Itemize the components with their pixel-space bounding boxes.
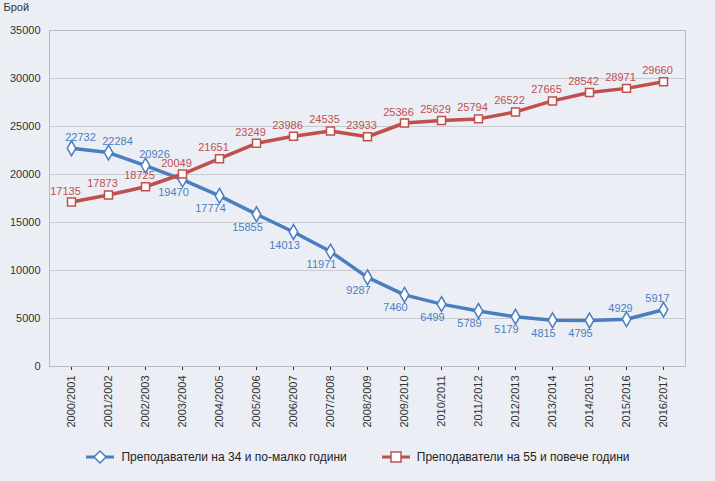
svg-text:15000: 15000 [10,216,41,228]
svg-text:2003/2004: 2003/2004 [176,376,188,428]
svg-text:27665: 27665 [531,83,562,95]
svg-text:0: 0 [34,360,40,372]
svg-text:17135: 17135 [50,185,81,197]
svg-text:23986: 23986 [272,119,303,131]
svg-text:28542: 28542 [568,75,599,87]
svg-text:4815: 4815 [531,327,555,339]
svg-text:11971: 11971 [307,258,337,270]
svg-text:26522: 26522 [494,94,525,106]
svg-text:29660: 29660 [642,64,673,76]
svg-text:5789: 5789 [457,317,481,329]
svg-text:30000: 30000 [10,72,41,84]
svg-text:4929: 4929 [608,302,632,314]
svg-text:2005/2006: 2005/2006 [250,376,262,428]
svg-text:2012/2013: 2012/2013 [509,376,521,428]
html-text:Преподаватели на 34 и по-малко: Преподаватели на 34 и по-малко години [121,450,347,464]
html-text:Преподаватели на 55 и повече г: Преподаватели на 55 и повече години [416,450,630,464]
svg-text:2010/2011: 2010/2011 [435,376,447,427]
svg-text:20926: 20926 [139,148,170,161]
svg-text:4795: 4795 [568,327,592,339]
svg-text:2006/2007: 2006/2007 [287,376,299,428]
svg-text:2009/2010: 2009/2010 [398,376,410,428]
svg-text:2013/2014: 2013/2014 [546,376,558,428]
svg-text:2002/2003: 2002/2003 [139,376,151,428]
svg-text:Брой: Брой [4,1,30,13]
svg-text:2000/2001: 2000/2001 [65,376,77,428]
svg-text:23933: 23933 [346,119,377,131]
svg-text:5000: 5000 [16,312,40,324]
svg-text:14013: 14013 [269,238,300,250]
svg-text:19470: 19470 [158,186,189,198]
svg-text:2001/2002: 2001/2002 [102,376,114,428]
svg-text:17873: 17873 [87,177,118,189]
svg-text:17774: 17774 [195,202,226,214]
svg-text:6499: 6499 [420,311,444,323]
svg-text:20000: 20000 [10,168,41,180]
svg-text:2007/2008: 2007/2008 [324,376,336,428]
svg-text:2004/2005: 2004/2005 [213,376,225,428]
svg-text:24535: 24535 [309,113,340,125]
svg-text:2014/2015: 2014/2015 [583,376,595,428]
svg-text:23249: 23249 [235,126,266,138]
svg-text:5917: 5917 [645,292,669,304]
svg-text:22284: 22284 [102,135,133,147]
svg-text:21651: 21651 [198,141,229,153]
svg-text:2015/2016: 2015/2016 [620,376,632,428]
svg-text:10000: 10000 [10,264,41,276]
svg-text:35000: 35000 [10,24,41,36]
svg-text:2008/2009: 2008/2009 [361,376,373,428]
svg-text:5179: 5179 [494,323,518,335]
svg-text:25794: 25794 [457,101,488,113]
svg-text:22732: 22732 [65,131,96,143]
svg-text:15855: 15855 [232,221,263,233]
svg-text:18725: 18725 [124,169,155,181]
svg-text:25629: 25629 [420,103,451,115]
svg-text:25000: 25000 [10,120,41,132]
svg-text:2016/2017: 2016/2017 [657,376,669,428]
svg-text:2011/2012: 2011/2012 [472,376,484,427]
svg-text:7460: 7460 [383,301,407,313]
svg-text:28971: 28971 [605,71,636,83]
svg-text:20049: 20049 [161,157,192,169]
svg-text:9287: 9287 [346,284,370,296]
svg-text:25366: 25366 [383,106,414,118]
